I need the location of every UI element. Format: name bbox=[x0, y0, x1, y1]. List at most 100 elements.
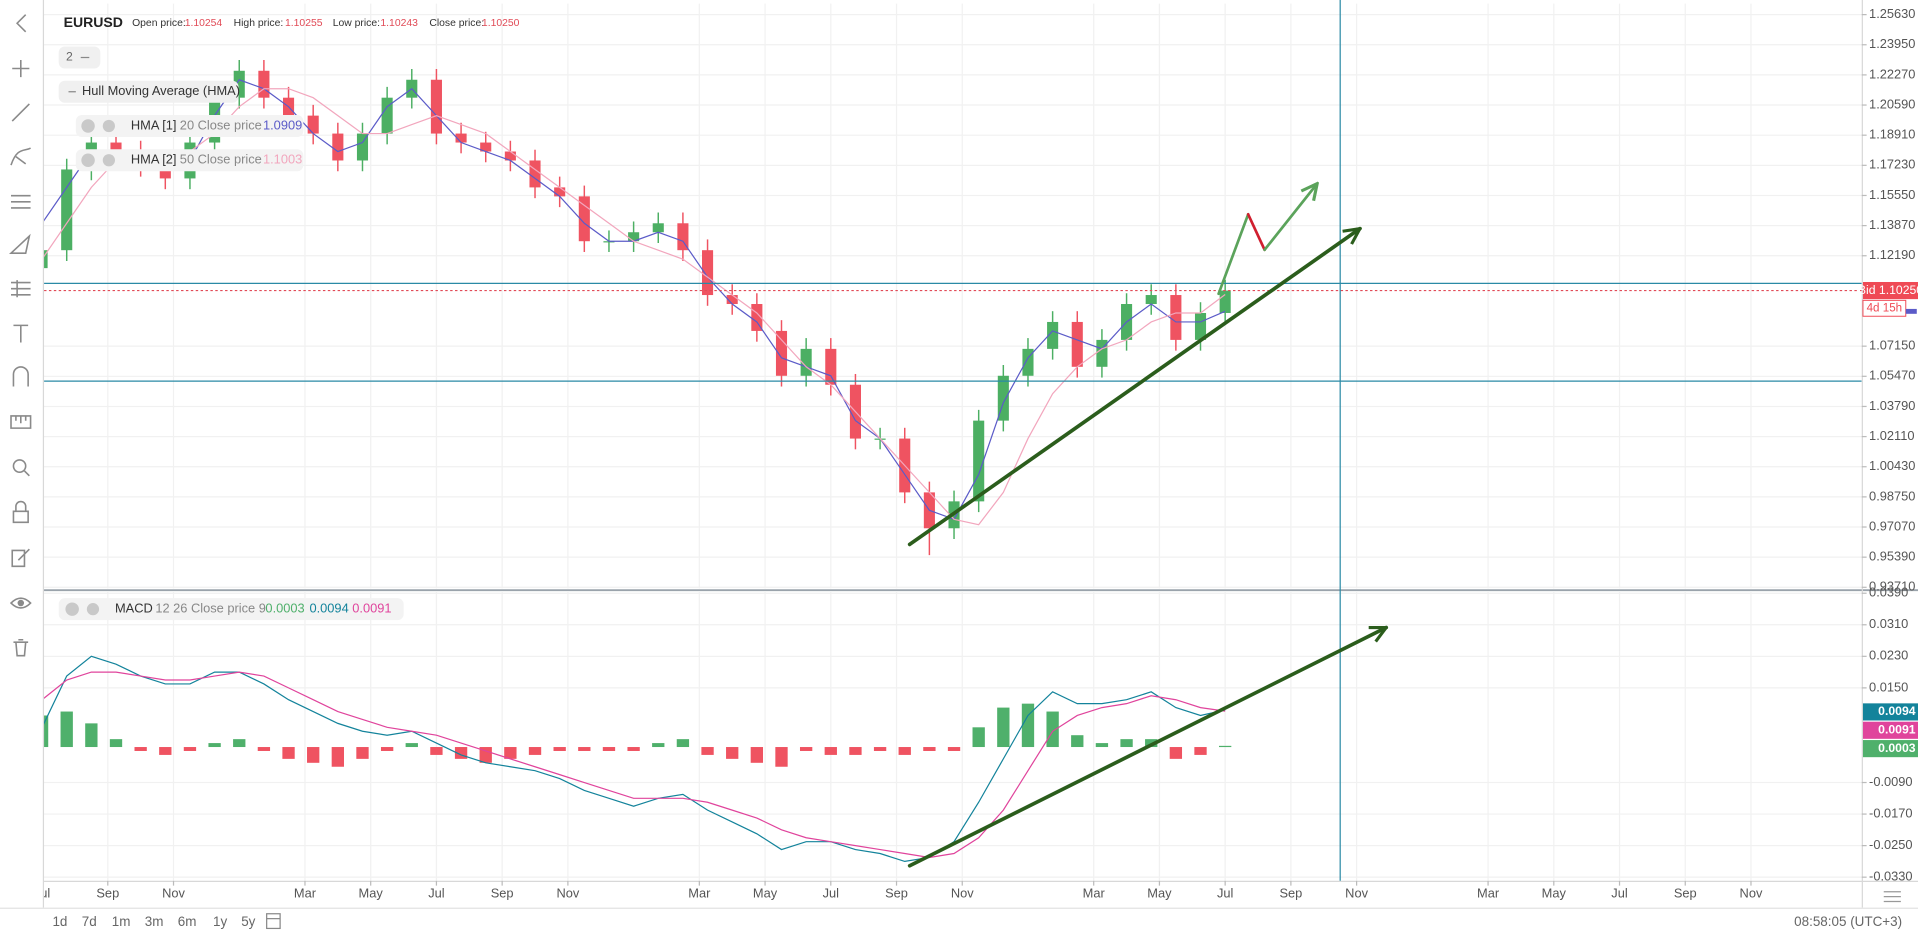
value-tag: 0.0003 bbox=[1878, 741, 1916, 755]
macd-line-value: 0.0094 bbox=[309, 601, 348, 616]
brush-icon[interactable] bbox=[10, 147, 31, 166]
candle-body bbox=[1096, 339, 1108, 367]
indicator-count: 2 bbox=[66, 50, 73, 64]
back-icon[interactable] bbox=[16, 14, 27, 33]
candle-body bbox=[677, 223, 689, 251]
hma-marker bbox=[1905, 308, 1917, 314]
histogram-bar bbox=[134, 747, 147, 751]
macd-params: 12 26 Close price 9 bbox=[155, 601, 266, 616]
lock-icon[interactable] bbox=[12, 500, 29, 524]
histogram-bar bbox=[44, 715, 49, 748]
candle-body bbox=[652, 223, 664, 233]
histogram-bar bbox=[1194, 747, 1207, 755]
magnet-icon[interactable] bbox=[12, 366, 29, 387]
x-tick-label: Jul bbox=[1217, 886, 1233, 901]
trendline-icon[interactable] bbox=[11, 103, 30, 122]
y-tick-label: 1.07150 bbox=[1869, 338, 1915, 353]
y-tick-label: 0.0390 bbox=[1869, 585, 1908, 600]
x-tick-label: May bbox=[1147, 886, 1172, 901]
histogram-bar bbox=[1021, 703, 1035, 748]
indicator-count-pill[interactable] bbox=[58, 46, 101, 69]
delete-icon[interactable] bbox=[13, 638, 29, 657]
timeframe-button[interactable]: 1d bbox=[52, 914, 67, 929]
hma1-value: 1.0909 bbox=[263, 117, 302, 132]
group-pill[interactable] bbox=[58, 80, 239, 103]
histogram-bar bbox=[528, 747, 542, 755]
axis-settings-icon[interactable] bbox=[1883, 891, 1901, 903]
y-tick-label: 0.98750 bbox=[1869, 488, 1915, 503]
timeframe-button[interactable]: 1y bbox=[213, 914, 227, 929]
candle-body bbox=[332, 133, 344, 161]
value-tag: 0.0091 bbox=[1878, 723, 1916, 737]
value-tag-bg bbox=[1862, 703, 1918, 721]
y-tick-label: 1.15550 bbox=[1869, 187, 1915, 202]
histogram-bar bbox=[972, 727, 985, 748]
macd-signal-value: 0.0091 bbox=[352, 601, 391, 616]
pattern-icon[interactable] bbox=[8, 233, 31, 255]
text-icon[interactable] bbox=[13, 324, 29, 343]
settings-icon[interactable] bbox=[86, 603, 100, 616]
timeframe-button[interactable]: 6m bbox=[178, 914, 197, 929]
histogram-bar bbox=[405, 743, 418, 748]
fib-icon[interactable] bbox=[11, 194, 31, 209]
x-tick-label: Mar bbox=[1477, 886, 1500, 901]
y-tick-label: 1.00430 bbox=[1869, 458, 1915, 473]
remove-icon[interactable] bbox=[65, 602, 79, 616]
close-value: 1.10250 bbox=[482, 18, 520, 29]
group-name: Hull Moving Average (HMA) bbox=[82, 83, 240, 98]
header: EURUSD Open price: 1.10254 High price: 1… bbox=[64, 14, 520, 30]
y-tick-label: 0.0230 bbox=[1869, 648, 1908, 663]
macd-pill[interactable] bbox=[58, 598, 404, 621]
timeframe-button[interactable]: 7d bbox=[82, 914, 97, 929]
indicator-legend: 2 Hull Moving Average (HMA) HMA [1] 20 C… bbox=[58, 46, 404, 621]
bid-label: Bid 1.10250 bbox=[1858, 283, 1918, 297]
symbol[interactable]: EURUSD bbox=[64, 14, 123, 30]
y-tick-label: 1.05470 bbox=[1869, 368, 1915, 383]
candle-body bbox=[1022, 348, 1034, 376]
projection-icon[interactable] bbox=[11, 280, 31, 298]
histogram-bar bbox=[183, 747, 197, 751]
histogram-bar bbox=[159, 747, 172, 755]
settings-icon[interactable] bbox=[102, 119, 115, 133]
histogram-bar bbox=[282, 747, 295, 759]
hma1-pill[interactable] bbox=[75, 114, 304, 138]
timeframe-button[interactable]: 5y bbox=[241, 914, 255, 929]
low-value: 1.10243 bbox=[380, 18, 418, 29]
timeframe-button[interactable]: 1m bbox=[112, 914, 131, 929]
hma2-pill[interactable] bbox=[75, 149, 304, 172]
candle-body bbox=[529, 160, 541, 188]
candle-body bbox=[110, 142, 122, 152]
histogram-bar bbox=[1169, 747, 1183, 759]
candle-body bbox=[1145, 295, 1157, 305]
candle-body bbox=[258, 70, 270, 98]
candle-body bbox=[61, 169, 73, 251]
histogram-bar bbox=[578, 747, 591, 751]
remove-icon[interactable] bbox=[81, 153, 95, 167]
grid-layer bbox=[44, 3, 1862, 881]
histogram-bar bbox=[898, 747, 911, 755]
y-tick-label: 1.13870 bbox=[1869, 217, 1915, 232]
hma2-value: 1.1003 bbox=[263, 152, 302, 167]
y-tick-label: -0.0090 bbox=[1869, 774, 1913, 789]
visibility-icon[interactable] bbox=[9, 597, 32, 609]
histogram-bar bbox=[1046, 711, 1059, 748]
histogram-bar bbox=[1120, 739, 1133, 748]
x-tick-label: May bbox=[359, 886, 384, 901]
clock: 08:58:05 (UTC+3) bbox=[1794, 914, 1902, 929]
zoom-icon[interactable] bbox=[12, 459, 27, 473]
histogram-bar bbox=[849, 747, 862, 755]
open-value: 1.10254 bbox=[185, 18, 223, 29]
settings-icon[interactable] bbox=[102, 154, 115, 167]
high-label: High price: bbox=[234, 18, 284, 29]
macd-title: MACD bbox=[115, 601, 153, 616]
crosshair-icon[interactable] bbox=[12, 59, 30, 78]
timeframe-button[interactable]: 3m bbox=[145, 914, 164, 929]
y-tick-label: 1.20590 bbox=[1869, 96, 1915, 111]
ruler-icon[interactable] bbox=[10, 415, 32, 429]
edit-icon[interactable] bbox=[11, 548, 30, 568]
calendar-icon[interactable] bbox=[266, 913, 281, 930]
y-tick-label: -0.0330 bbox=[1869, 869, 1913, 884]
remove-icon[interactable] bbox=[81, 119, 95, 133]
histogram-bar bbox=[1071, 735, 1084, 748]
